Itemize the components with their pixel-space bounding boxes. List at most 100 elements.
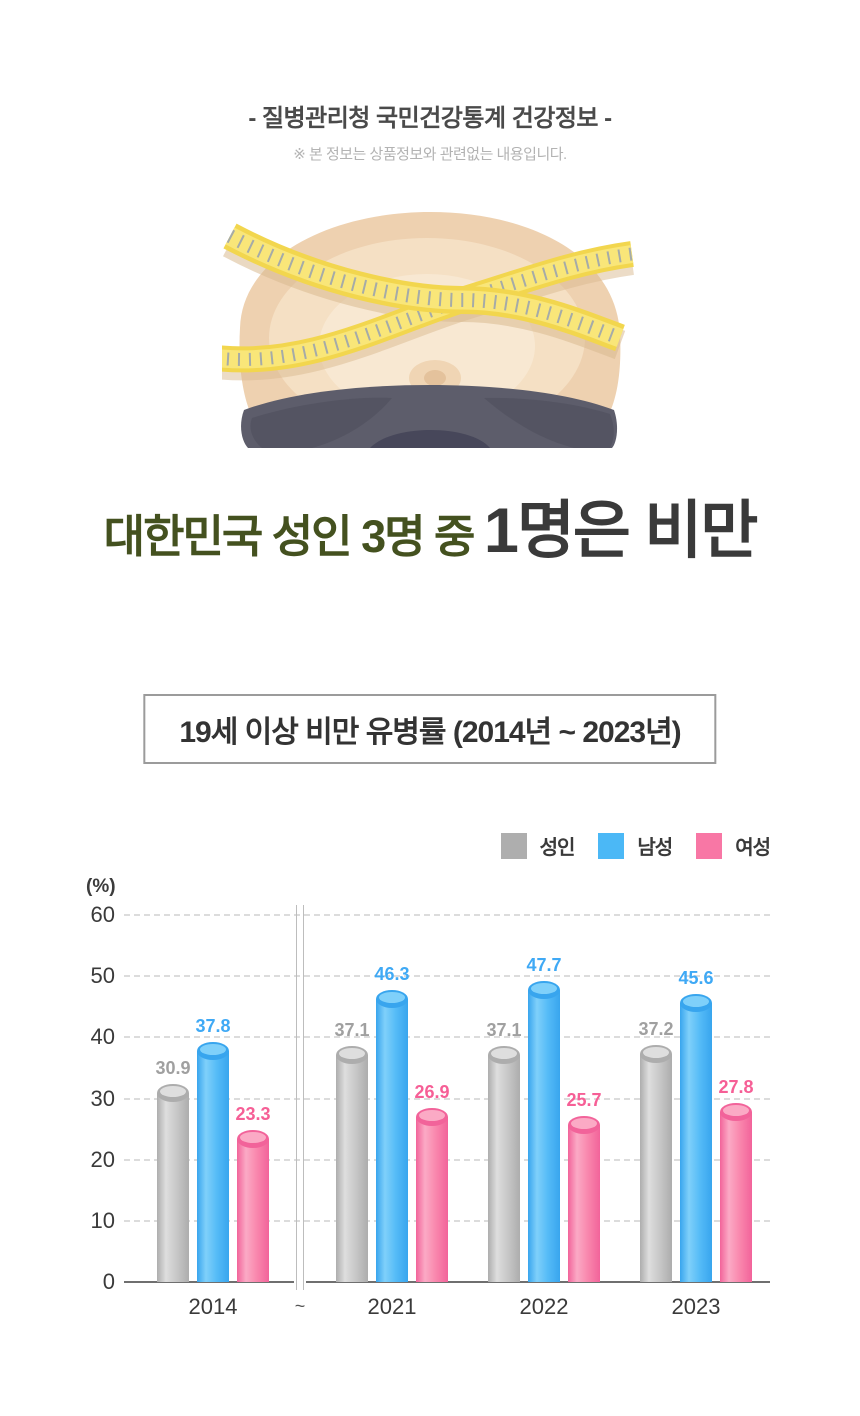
bar-top-ellipse bbox=[720, 1102, 752, 1121]
bar-value-label: 25.7 bbox=[566, 1089, 602, 1110]
x-axis-label-2023: 2023 bbox=[671, 1294, 721, 1319]
bar-남성-2021 bbox=[376, 989, 408, 1282]
pants-shadow-left bbox=[250, 397, 392, 448]
bar-top-ellipse bbox=[376, 989, 408, 1008]
bar-value-label: 45.6 bbox=[678, 968, 714, 989]
bar-body bbox=[237, 1139, 269, 1282]
legend-swatch bbox=[500, 832, 527, 859]
bar-value-label: 47.7 bbox=[526, 955, 562, 976]
navel bbox=[424, 370, 446, 386]
y-tick-label: 40 bbox=[90, 1024, 115, 1050]
headline-prefix: 대한민국 성인 3명 중 bbox=[103, 511, 484, 562]
legend-item-0: 성인 bbox=[500, 831, 576, 860]
y-tick-label: 10 bbox=[90, 1207, 115, 1233]
bar-남성-2022 bbox=[528, 981, 560, 1282]
legend-label: 성인 bbox=[539, 837, 576, 859]
bar-top-ellipse bbox=[640, 1045, 672, 1064]
gridline bbox=[124, 914, 770, 916]
tape-band-upper-face bbox=[225, 227, 624, 347]
page-header-note: ※ 본 정보는 상품정보와 관련없는 내용입니다. bbox=[293, 146, 567, 163]
bar-top-ellipse bbox=[157, 1083, 189, 1102]
x-axis-label-2022: 2022 bbox=[519, 1294, 569, 1319]
bar-남성-2023 bbox=[680, 994, 712, 1282]
bar-여성-2022 bbox=[568, 1115, 600, 1282]
bar-top-ellipse-inner bbox=[160, 1085, 186, 1097]
headline-emphasis: 1명은 비만 bbox=[483, 496, 758, 566]
bar-top-ellipse bbox=[197, 1041, 229, 1060]
gridline bbox=[124, 1097, 770, 1100]
bar-value-label: 23.3 bbox=[235, 1104, 271, 1125]
bar-body bbox=[157, 1092, 189, 1282]
bar-value-label: 37.8 bbox=[195, 1015, 231, 1036]
pants-crotch-shadow bbox=[370, 430, 490, 448]
gridline bbox=[124, 1036, 770, 1039]
x-axis-line bbox=[124, 1281, 770, 1283]
bar-body bbox=[640, 1054, 672, 1282]
axis-break-line-right bbox=[303, 905, 304, 1290]
bar-top-ellipse-inner bbox=[200, 1043, 226, 1055]
legend-swatch bbox=[598, 832, 625, 859]
bar-body bbox=[568, 1124, 600, 1282]
legend-label: 여성 bbox=[735, 837, 771, 859]
bar-top-ellipse bbox=[568, 1115, 600, 1134]
y-tick-label: 0 bbox=[102, 1269, 115, 1294]
bar-top-ellipse-inner bbox=[643, 1047, 669, 1059]
bar-body bbox=[376, 998, 408, 1282]
bar-top-ellipse bbox=[488, 1046, 520, 1065]
bar-top-ellipse-inner bbox=[379, 991, 405, 1003]
bar-여성-2021 bbox=[416, 1108, 448, 1282]
bar-value-label: 27.8 bbox=[718, 1076, 754, 1097]
bar-value-label: 46.3 bbox=[374, 963, 410, 984]
chart-title: 19세 이상 비만 유병률 (2014년 ~ 2023년) bbox=[179, 716, 681, 749]
bar-top-ellipse bbox=[528, 981, 560, 1000]
bar-top-ellipse-inner bbox=[683, 996, 709, 1008]
bar-body bbox=[336, 1055, 368, 1282]
chart-legend: 성인 남성 여성 bbox=[500, 831, 771, 860]
bar-성인-2021 bbox=[336, 1046, 368, 1282]
bar-top-ellipse-inner bbox=[531, 983, 557, 995]
legend-label: 남성 bbox=[637, 837, 673, 859]
y-tick-label: 50 bbox=[90, 963, 115, 989]
bar-top-ellipse-inner bbox=[419, 1110, 445, 1122]
bar-value-label: 30.9 bbox=[155, 1057, 191, 1078]
bar-body bbox=[720, 1111, 752, 1282]
bar-body bbox=[197, 1050, 229, 1282]
bar-top-ellipse-inner bbox=[240, 1132, 266, 1144]
belly-measuring-tape-illustration bbox=[222, 212, 634, 448]
legend-swatch bbox=[696, 832, 723, 859]
bar-value-label: 37.2 bbox=[638, 1019, 674, 1040]
y-axis-unit-label: (%) bbox=[86, 876, 116, 897]
y-tick-label: 20 bbox=[90, 1146, 115, 1172]
legend-item-2: 여성 bbox=[696, 831, 771, 860]
bar-top-ellipse bbox=[336, 1046, 368, 1065]
bar-top-ellipse-inner bbox=[491, 1048, 517, 1060]
x-axis-label-2021: 2021 bbox=[367, 1294, 417, 1319]
bar-body bbox=[680, 1003, 712, 1282]
bar-top-ellipse bbox=[680, 994, 712, 1013]
bar-value-label: 26.9 bbox=[414, 1082, 450, 1103]
bar-body bbox=[528, 990, 560, 1282]
bar-남성-2014 bbox=[197, 1041, 229, 1282]
main-headline: 대한민국 성인 3명 중 1명은 비만 bbox=[0, 480, 860, 571]
bar-top-ellipse bbox=[237, 1130, 269, 1149]
bar-성인-2022 bbox=[488, 1046, 520, 1282]
bar-성인-2014 bbox=[157, 1083, 189, 1282]
axis-break-label: ~ bbox=[294, 1296, 306, 1316]
bar-body bbox=[488, 1055, 520, 1282]
bar-value-label: 37.1 bbox=[486, 1020, 522, 1041]
bar-body bbox=[416, 1117, 448, 1282]
bar-성인-2023 bbox=[640, 1045, 672, 1282]
bar-여성-2023 bbox=[720, 1102, 752, 1282]
axis-break-line-left bbox=[296, 905, 297, 1290]
page-header-title: - 질병관리청 국민건강통계 건강정보 - bbox=[248, 105, 612, 132]
y-tick-label: 30 bbox=[90, 1085, 115, 1111]
bar-여성-2014 bbox=[237, 1130, 269, 1282]
pants-shadow-right bbox=[484, 397, 614, 448]
gridline bbox=[124, 975, 770, 978]
bar-value-label: 37.1 bbox=[334, 1020, 370, 1041]
legend-item-1: 남성 bbox=[598, 831, 673, 860]
y-tick-label: 60 bbox=[90, 902, 115, 927]
axis-break-gap bbox=[294, 1278, 306, 1286]
